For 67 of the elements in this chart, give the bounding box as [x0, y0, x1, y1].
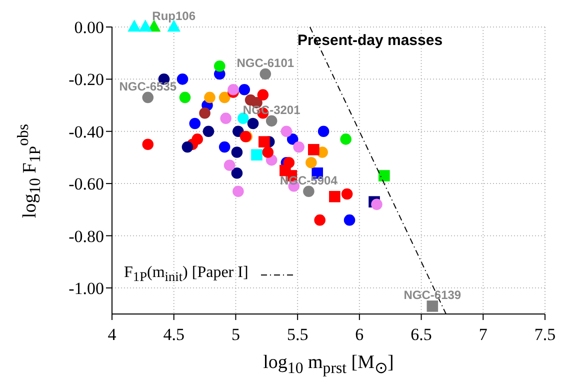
point	[257, 89, 269, 100]
y-tick-label: -0.20	[68, 70, 104, 90]
point	[224, 160, 236, 171]
y-tick-label: -0.80	[68, 226, 104, 246]
annotation: NGC-6101	[236, 56, 294, 70]
point	[340, 134, 352, 145]
point	[214, 60, 226, 72]
x-axis-title: log$_{10}$ m$_{prst}$ [M$_{⊙}$]	[262, 352, 395, 378]
y-tick-label: -0.40	[68, 122, 104, 142]
point	[266, 115, 278, 127]
annotation: Rup106	[152, 9, 196, 23]
point	[202, 126, 214, 138]
point	[286, 134, 298, 145]
point	[308, 144, 320, 156]
point	[314, 214, 326, 226]
point	[341, 188, 353, 200]
point	[378, 170, 390, 182]
point	[179, 92, 191, 104]
annotation: NGC-6535	[119, 79, 177, 94]
x-tick-label: 6	[355, 325, 364, 344]
point	[303, 186, 314, 198]
point	[258, 136, 270, 148]
point	[344, 214, 356, 226]
point	[293, 141, 304, 153]
point	[280, 126, 292, 138]
x-tick-label: 6.5	[410, 325, 432, 344]
point	[238, 84, 250, 96]
point	[231, 146, 243, 158]
point	[371, 198, 382, 210]
point	[329, 190, 340, 202]
point	[247, 118, 259, 130]
point	[318, 126, 330, 138]
point	[228, 84, 239, 96]
point	[182, 141, 194, 153]
point	[237, 112, 249, 124]
y-tick-label: 0.00	[74, 18, 104, 38]
x-tick-label: 4.5	[163, 325, 184, 344]
y-tick-label: -0.60	[68, 174, 104, 194]
x-tick-label: 5	[231, 325, 240, 344]
point	[142, 138, 154, 150]
point	[231, 167, 243, 179]
y-tick-label: -1.00	[68, 278, 104, 298]
point	[192, 134, 204, 145]
point	[189, 118, 201, 130]
point	[176, 74, 188, 85]
point	[218, 141, 230, 153]
point	[232, 126, 244, 138]
point	[218, 92, 230, 104]
annotation: NGC-6139	[404, 288, 462, 302]
x-tick-label: 4	[108, 325, 117, 344]
point	[232, 186, 244, 198]
chart-title: Present-day masses	[296, 32, 444, 49]
point	[199, 107, 210, 119]
point	[251, 149, 262, 160]
x-tick-label: 5.5	[286, 325, 308, 344]
point	[426, 300, 438, 312]
legend-label: F$_{1P}$(m$_{init}$) [Paper I]	[124, 264, 248, 286]
point	[220, 112, 232, 124]
point	[306, 157, 317, 168]
x-tick-label: 7.5	[534, 325, 556, 344]
point	[142, 92, 154, 104]
point	[204, 92, 216, 104]
point	[262, 146, 274, 158]
point	[128, 20, 140, 32]
point	[139, 20, 152, 32]
point	[260, 68, 272, 80]
x-tick-label: 7	[478, 325, 488, 344]
